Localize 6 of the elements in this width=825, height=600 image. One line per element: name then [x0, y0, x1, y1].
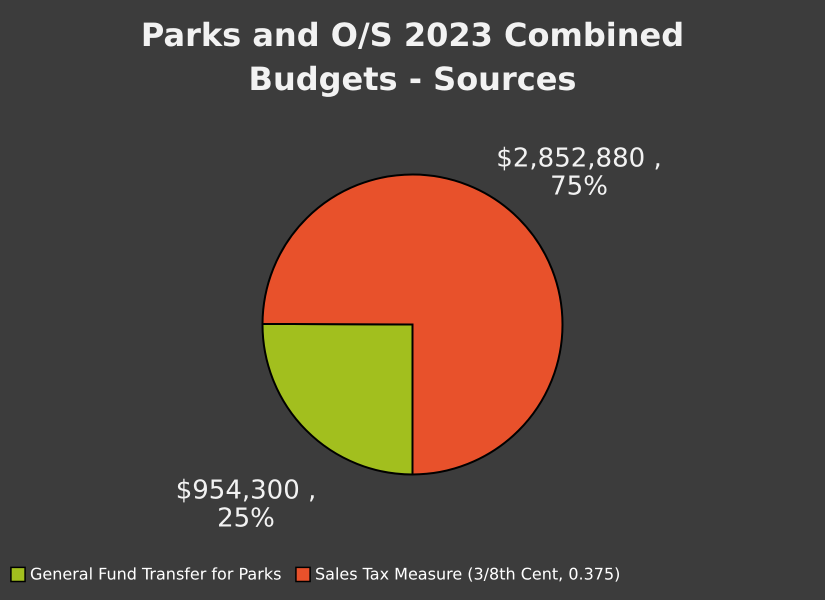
- data-label: $2,852,880 , 75%: [496, 144, 662, 202]
- text: Budgets - Sources: [248, 60, 576, 98]
- data-label: $954,300 , 25%: [176, 475, 316, 534]
- legend-label: Sales Tax Measure (3/8th Cent, 0.375): [315, 564, 620, 584]
- legend-label: General Fund Transfer for Parks: [30, 564, 282, 584]
- text: Parks and O/S 2023 Combined: [140, 16, 684, 54]
